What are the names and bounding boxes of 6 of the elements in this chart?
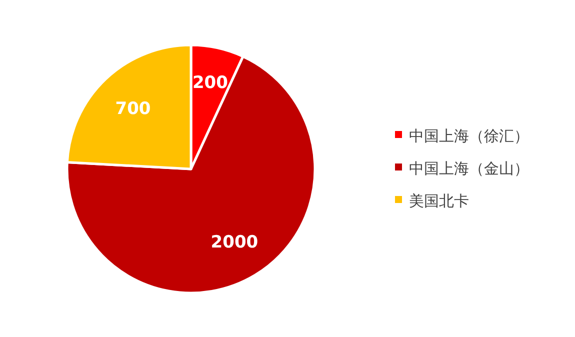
data-label: 700 <box>115 98 151 119</box>
legend-label: 中国上海（徐汇） <box>409 127 529 145</box>
legend-label: 中国上海（金山） <box>409 160 529 178</box>
legend-label: 美国北卡 <box>409 192 469 210</box>
data-label: 2000 <box>210 232 258 252</box>
data-label: 200 <box>192 72 228 93</box>
